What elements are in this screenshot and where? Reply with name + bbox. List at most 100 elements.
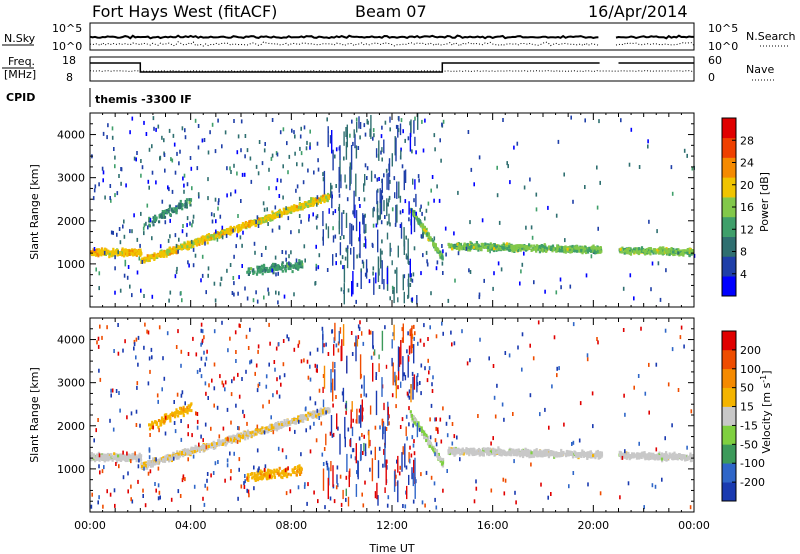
echo-cell — [351, 119, 353, 124]
echo-cell — [435, 247, 438, 251]
echo-cell — [599, 249, 602, 253]
echo-cell — [426, 262, 429, 267]
echo-cell — [652, 250, 655, 254]
echo-cell — [678, 249, 681, 253]
echo-cell — [258, 220, 261, 224]
echo-cell — [542, 244, 545, 248]
echo-cell — [140, 252, 143, 256]
echo-cell — [569, 248, 572, 252]
echo-cell — [326, 407, 329, 411]
echo-cell — [399, 210, 402, 215]
echo-cell — [162, 215, 165, 219]
echo-cell — [440, 252, 443, 256]
echo-cell — [454, 278, 456, 283]
echo-cell — [281, 269, 284, 273]
echo-cell — [422, 148, 425, 153]
echo-cell — [313, 202, 316, 206]
echo-cell — [175, 243, 178, 248]
echo-cell — [661, 452, 664, 456]
echo-cell — [123, 254, 126, 258]
colorbar-tick-label: 16 — [740, 201, 754, 214]
echo-cell — [114, 453, 118, 457]
echo-cell — [675, 250, 678, 253]
echo-cell — [492, 249, 495, 253]
echo-cell — [276, 424, 279, 428]
echo-cell — [169, 234, 171, 239]
echo-cell — [412, 272, 415, 277]
echo-cell — [629, 454, 632, 457]
echo-cell — [506, 161, 508, 166]
echo-cell — [174, 274, 177, 279]
echo-cell — [114, 193, 116, 198]
echo-streak — [362, 261, 365, 269]
echo-cell — [232, 276, 235, 280]
echo-cell — [289, 262, 292, 266]
echo-cell — [183, 451, 186, 455]
echo-cell — [420, 271, 422, 276]
echo-cell — [146, 258, 149, 262]
echo-streak — [350, 145, 353, 170]
echo-cell — [151, 462, 154, 466]
echo-cell — [236, 171, 238, 176]
echo-cell — [104, 453, 107, 457]
echo-cell — [346, 197, 349, 202]
echo-cell — [467, 248, 470, 252]
echo-cell — [107, 123, 109, 128]
echo-cell — [171, 158, 174, 163]
echo-cell — [229, 263, 232, 267]
nsky-tick-top: 10^5 — [52, 22, 82, 35]
echo-cell — [168, 187, 170, 192]
echo-cell — [268, 167, 270, 172]
echo-cell — [198, 448, 201, 452]
echo-cell — [422, 230, 425, 234]
echo-cell — [94, 253, 98, 257]
echo-cell — [340, 287, 343, 292]
echo-cell — [307, 168, 309, 173]
echo-cell — [241, 223, 244, 227]
echo-cell — [423, 433, 426, 437]
echo-cell — [213, 213, 215, 218]
echo-cell — [226, 166, 228, 171]
echo-cell — [246, 429, 250, 433]
echo-cell — [539, 246, 542, 249]
echo-cell — [241, 264, 243, 268]
echo-streak — [383, 139, 385, 154]
echo-cell — [517, 249, 520, 252]
echo-cell — [237, 214, 239, 218]
echo-cell — [566, 247, 569, 251]
echo-cell — [291, 421, 294, 424]
echo-cell — [420, 428, 423, 432]
echo-cell — [135, 157, 137, 162]
colorbar-tick-label: 28 — [740, 134, 754, 147]
echo-streak — [332, 235, 335, 243]
echo-streak — [378, 268, 380, 276]
echo-cell — [511, 249, 514, 253]
echo-cell — [378, 177, 380, 181]
echo-cell — [192, 241, 195, 245]
echo-cell — [246, 436, 250, 440]
echo-cell — [128, 455, 131, 459]
echo-cell — [90, 454, 93, 458]
echo-streak — [372, 208, 374, 218]
echo-streak — [409, 132, 412, 152]
echo-cell — [557, 246, 560, 250]
echo-cell — [320, 196, 323, 200]
echo-streak — [375, 148, 378, 158]
echo-streak — [355, 210, 358, 232]
echo-cell — [376, 177, 379, 182]
echo-cell — [547, 448, 550, 452]
echo-cell — [508, 242, 511, 246]
echo-cell — [268, 269, 271, 273]
echo-cell — [429, 440, 432, 444]
echo-cell — [122, 456, 125, 460]
echo-cell — [176, 250, 179, 254]
echo-cell — [417, 174, 420, 179]
echo-cell — [423, 225, 426, 229]
echo-cell — [153, 462, 156, 466]
echo-cell — [290, 205, 294, 209]
echo-cell — [142, 226, 145, 231]
echo-cell — [263, 148, 266, 153]
echo-cell — [584, 251, 588, 255]
echo-cell — [201, 239, 204, 242]
echo-cell — [313, 170, 315, 175]
